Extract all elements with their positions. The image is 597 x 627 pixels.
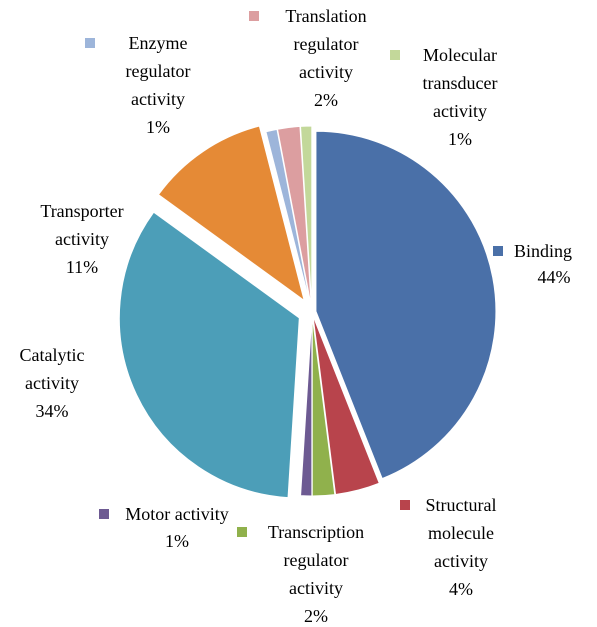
pie-labels: Binding 44% Structural molecule activity 4% Tr… xyxy=(20,6,573,626)
pie-slice-structural-molecule-activity xyxy=(312,315,380,496)
pie-slice-enzyme-regulator-activity xyxy=(265,128,312,307)
label-translation-regulator-activity: Translation regulator activity xyxy=(285,6,366,82)
value-label-catalytic-activity: 34% xyxy=(36,401,69,421)
label-molecular-transducer-activity: Molecular transducer activity xyxy=(423,45,498,121)
label-marker-transcription-regulator-activity xyxy=(237,527,247,537)
value-label-transporter-activity: 11% xyxy=(66,257,98,277)
value-label-molecular-transducer-activity: 1% xyxy=(448,129,472,149)
label-catalytic-activity: Catalytic activity xyxy=(20,345,85,393)
pie-slice-translation-regulator-activity xyxy=(276,125,312,307)
value-label-transcription-regulator-activity: 2% xyxy=(304,606,328,626)
pie-slice-motor-activity xyxy=(300,315,313,497)
label-marker-molecular-transducer-activity xyxy=(390,50,400,60)
label-structural-molecule-activity: Structural molecule activity xyxy=(426,495,497,571)
pie-slice-catalytic-activity xyxy=(118,211,300,499)
label-marker-enzyme-regulator-activity xyxy=(85,38,95,48)
label-enzyme-regulator-activity: Enzyme regulator activity xyxy=(126,33,191,109)
label-binding: Binding xyxy=(514,241,572,261)
pie-slices xyxy=(118,125,497,499)
value-label-enzyme-regulator-activity: 1% xyxy=(146,117,170,137)
pie-slice-molecular-transducer-activity xyxy=(299,125,313,307)
label-marker-binding xyxy=(493,246,503,256)
value-label-translation-regulator-activity: 2% xyxy=(314,90,338,110)
pie-slice-binding xyxy=(315,130,497,480)
label-marker-motor-activity xyxy=(99,509,109,519)
value-label-binding: 44% xyxy=(538,267,571,287)
label-transcription-regulator-activity: Transcription regulator activity xyxy=(268,522,364,598)
pie-slice-transporter-activity xyxy=(157,125,305,302)
label-marker-translation-regulator-activity xyxy=(249,11,259,21)
label-motor-activity: Motor activity xyxy=(125,504,228,524)
value-label-motor-activity: 1% xyxy=(165,531,189,551)
value-label-structural-molecule-activity: 4% xyxy=(449,579,473,599)
label-transporter-activity: Transporter activity xyxy=(40,201,123,249)
label-marker-structural-molecule-activity xyxy=(400,500,410,510)
